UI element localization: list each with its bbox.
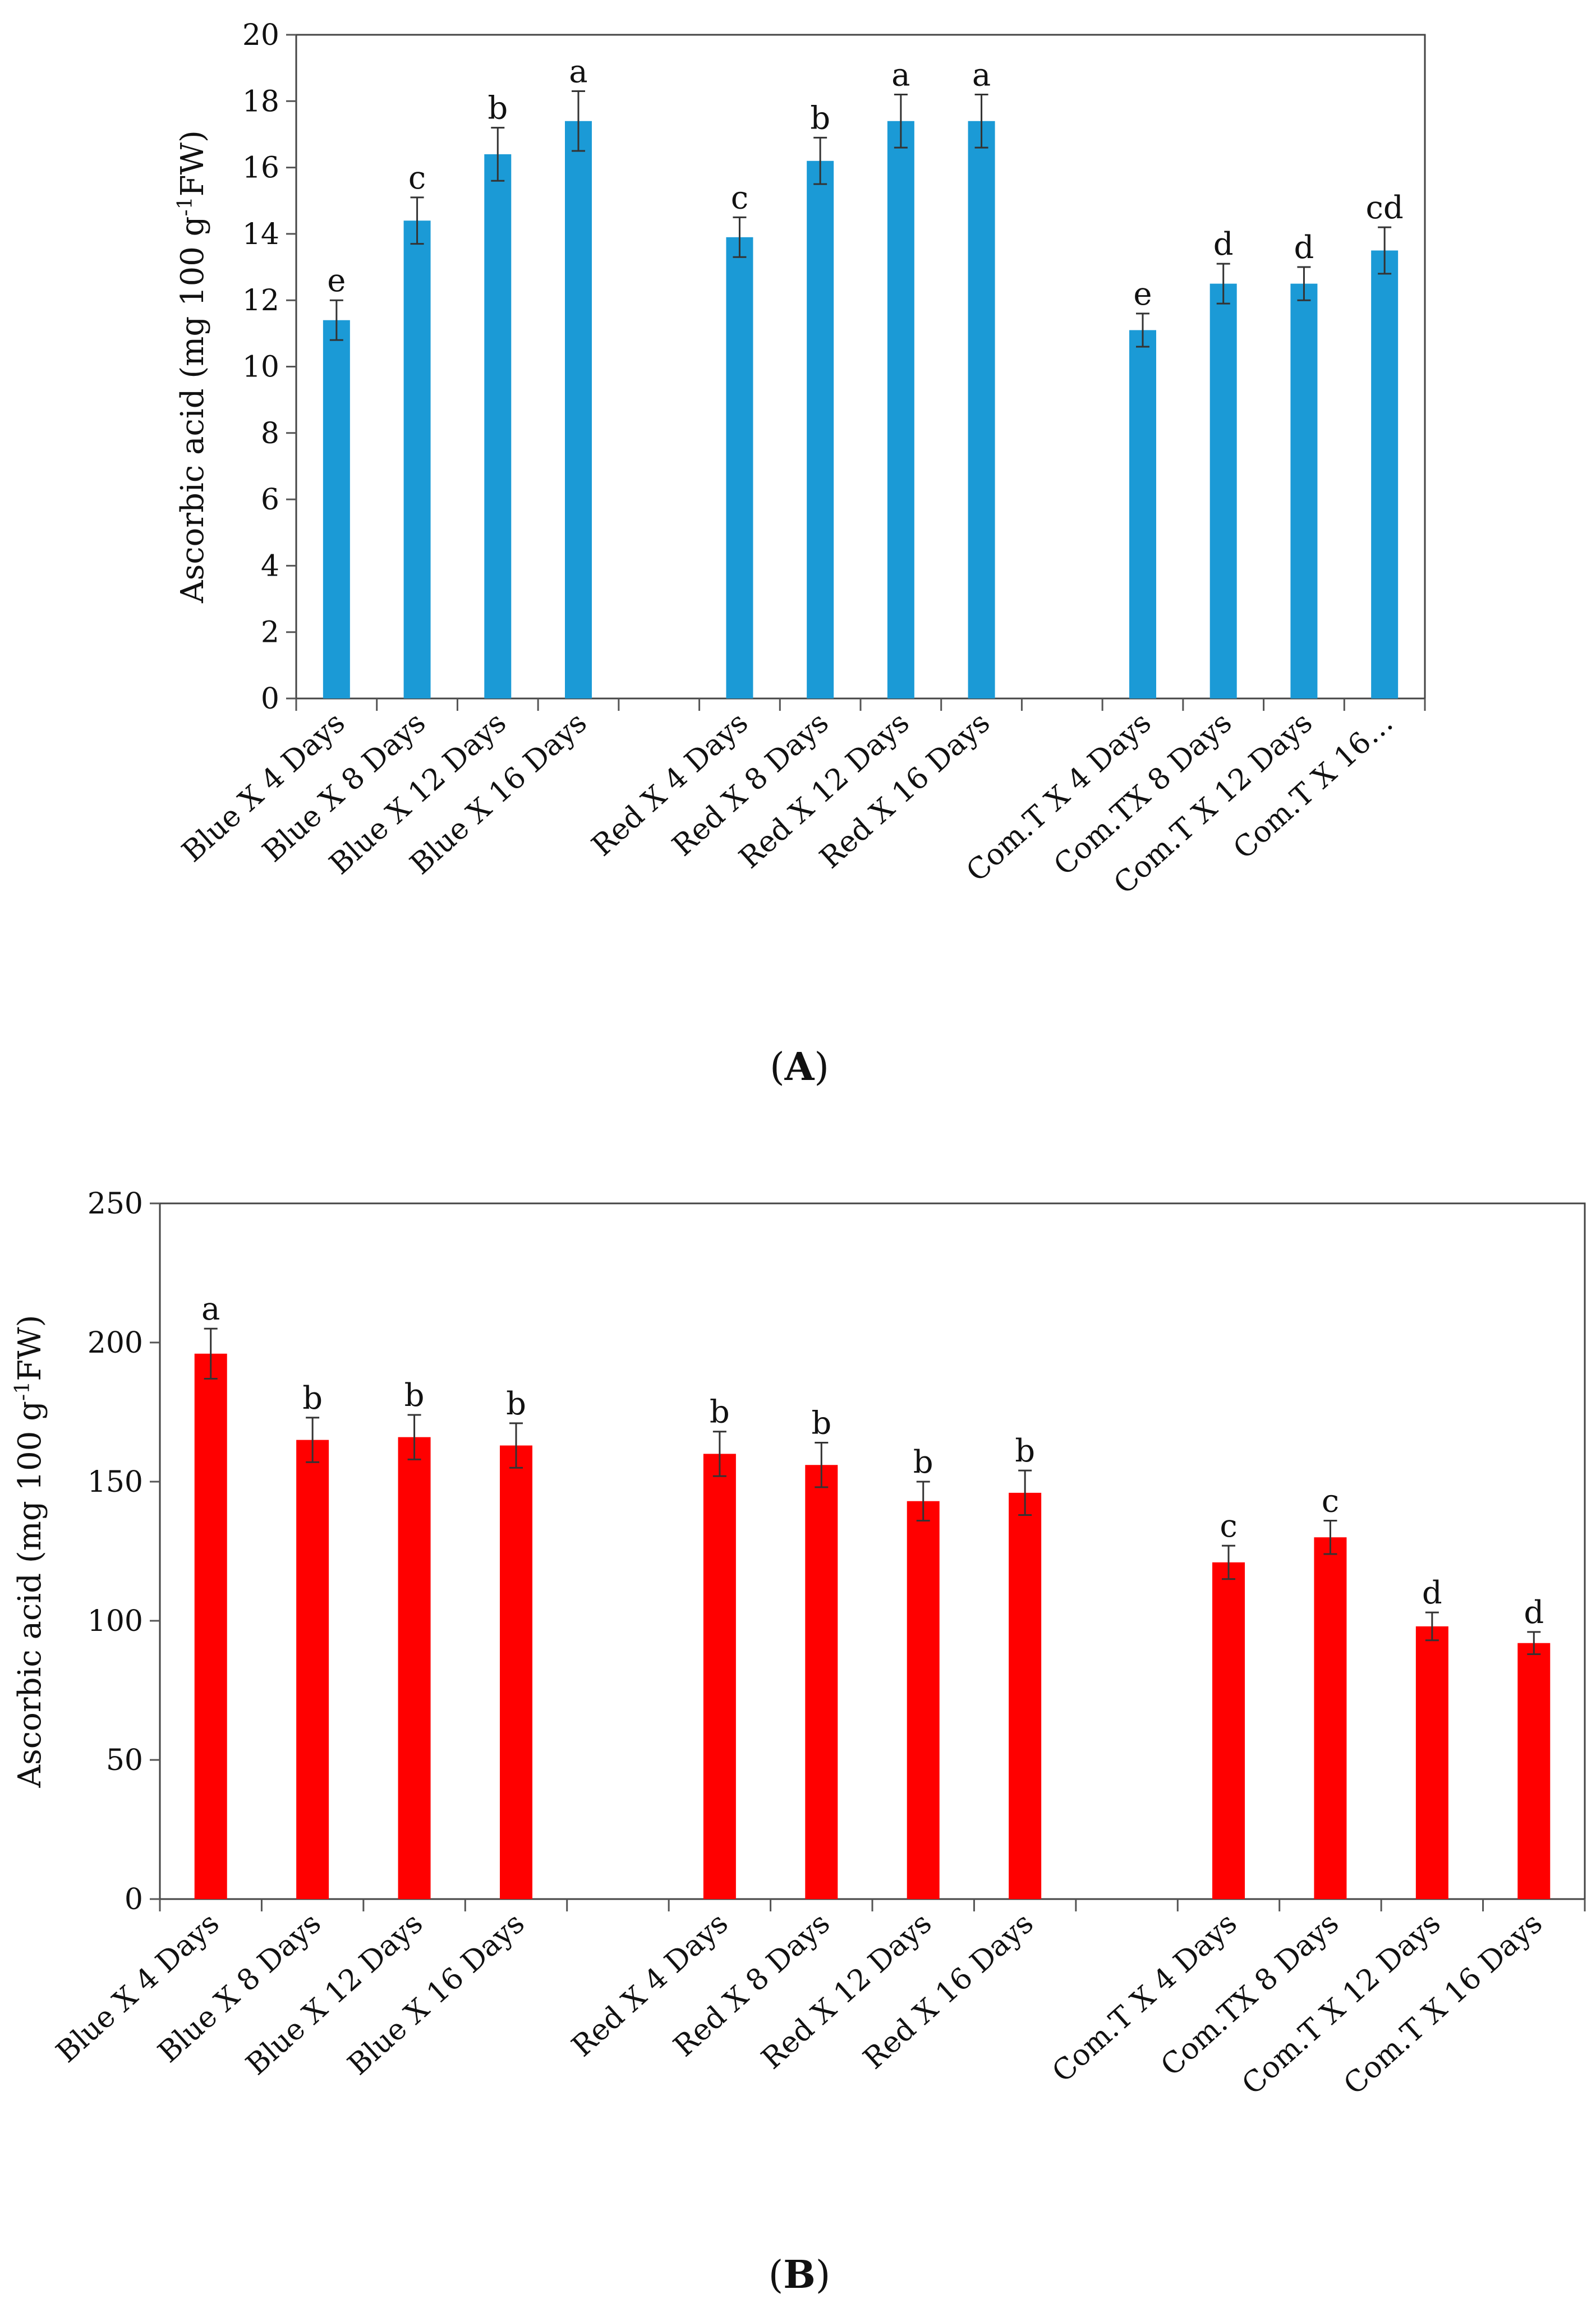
- panel-a-bar: [403, 220, 431, 698]
- panel-a-significance-label: a: [891, 57, 910, 93]
- panel-a-bar: [1371, 250, 1399, 699]
- panel-b-y-axis-title-superscript: -1: [11, 1381, 34, 1401]
- panel-b-significance-label: a: [201, 1291, 220, 1327]
- panel-b-significance-label: b: [506, 1386, 526, 1422]
- panel-a-significance-label: b: [810, 100, 830, 136]
- panel-a-bar: [887, 121, 914, 698]
- panel-b-bar: [907, 1501, 940, 1899]
- panel-a-bar: [807, 160, 834, 698]
- panel-a-y-axis-title: Ascorbic acid (mg 100 g-1FW): [174, 130, 211, 604]
- panel-a-ytick-label: 6: [261, 483, 279, 517]
- panel-b-ytick-label: 250: [88, 1187, 143, 1221]
- panel-a-y-axis-title-unit: FW): [174, 130, 211, 196]
- panel-b-bar: [703, 1454, 736, 1899]
- panel-b-bar: [500, 1445, 532, 1899]
- panel-b-significance-label: b: [811, 1405, 831, 1442]
- panel-b-label: (B): [769, 2253, 831, 2297]
- panel-b-significance-label: b: [913, 1444, 933, 1481]
- panel-b-significance-label: b: [1015, 1433, 1035, 1469]
- panel-a-ytick-label: 16: [242, 151, 279, 185]
- panel-a-significance-label: e: [1133, 276, 1152, 312]
- panel-b-significance-label: b: [302, 1380, 323, 1417]
- panel-b-bar: [1517, 1643, 1551, 1899]
- panel-b-ytick-label: 150: [88, 1465, 143, 1499]
- panel-a-significance-label: c: [731, 180, 748, 216]
- panel-b-significance-label: d: [1422, 1575, 1442, 1611]
- panel-a-significance-label: d: [1213, 226, 1234, 263]
- panel-a-significance-label: b: [487, 90, 508, 127]
- panel-b-bar: [296, 1440, 329, 1899]
- panel-a-bar: [968, 121, 995, 698]
- panel-b-bar: [1212, 1562, 1245, 1899]
- panel-b-y-axis-title: Ascorbic acid (mg 100 g-1FW): [11, 1315, 48, 1789]
- panel-a-ytick-label: 0: [261, 682, 279, 716]
- panel-b-bar: [1415, 1626, 1448, 1899]
- panel-a-ytick-label: 12: [242, 284, 279, 318]
- panel-a-significance-label: c: [408, 160, 426, 196]
- panel-b-bar: [805, 1465, 838, 1899]
- panel-a-significance-label: a: [972, 57, 991, 93]
- panel-a-significance-label: e: [327, 263, 346, 299]
- panel-b-significance-label: c: [1220, 1508, 1237, 1544]
- panel-b-ytick-label: 200: [88, 1326, 143, 1360]
- panel-b-significance-label: c: [1322, 1483, 1339, 1519]
- panel-a-ytick-label: 10: [242, 351, 279, 384]
- panel-a-y-axis-title-superscript: -1: [174, 196, 197, 216]
- panel-a-bar: [1129, 330, 1156, 698]
- panel-b-label-letter: B: [783, 2253, 815, 2297]
- panel-b-bar: [1314, 1537, 1347, 1899]
- panel-b-ytick-label: 50: [106, 1744, 143, 1777]
- panel-b-y-axis-title-unit: FW): [12, 1315, 48, 1381]
- panel-a-bar: [323, 320, 350, 698]
- panel-a-significance-label: a: [569, 54, 587, 90]
- panel-b-significance-label: b: [710, 1394, 730, 1431]
- panel-b-significance-label: b: [404, 1377, 425, 1414]
- panel-a-bar: [565, 121, 592, 698]
- panel-a-ytick-label: 20: [242, 19, 279, 52]
- panel-a-ytick-label: 14: [242, 218, 279, 251]
- panel-a-significance-label: cd: [1366, 190, 1404, 226]
- panel-b-bar: [1009, 1492, 1042, 1899]
- panel-a-label: (A): [770, 1045, 829, 1090]
- panel-a-ytick-label: 4: [261, 549, 279, 583]
- panel-b-bar: [194, 1353, 227, 1899]
- panel-a-bar: [484, 154, 512, 698]
- panel-a-ytick-label: 8: [261, 417, 279, 451]
- panel-a-label-letter: A: [784, 1045, 815, 1090]
- panel-b-y-axis-title-main: Ascorbic acid (mg 100 g: [12, 1401, 48, 1788]
- panel-a-bar: [1290, 283, 1318, 698]
- panel-a-ytick-label: 18: [242, 85, 279, 118]
- panel-a-ytick-label: 2: [261, 616, 279, 650]
- panel-a-bar: [726, 237, 753, 698]
- panel-b-ytick-label: 0: [125, 1883, 143, 1916]
- panel-a-significance-label: d: [1294, 229, 1314, 266]
- panel-b-bar: [398, 1437, 431, 1899]
- panel-a-y-axis-title-main: Ascorbic acid (mg 100 g: [174, 216, 211, 603]
- panel-b-significance-label: d: [1524, 1594, 1544, 1631]
- panel-b-ytick-label: 100: [88, 1605, 143, 1638]
- panel-a-bar: [1209, 283, 1237, 698]
